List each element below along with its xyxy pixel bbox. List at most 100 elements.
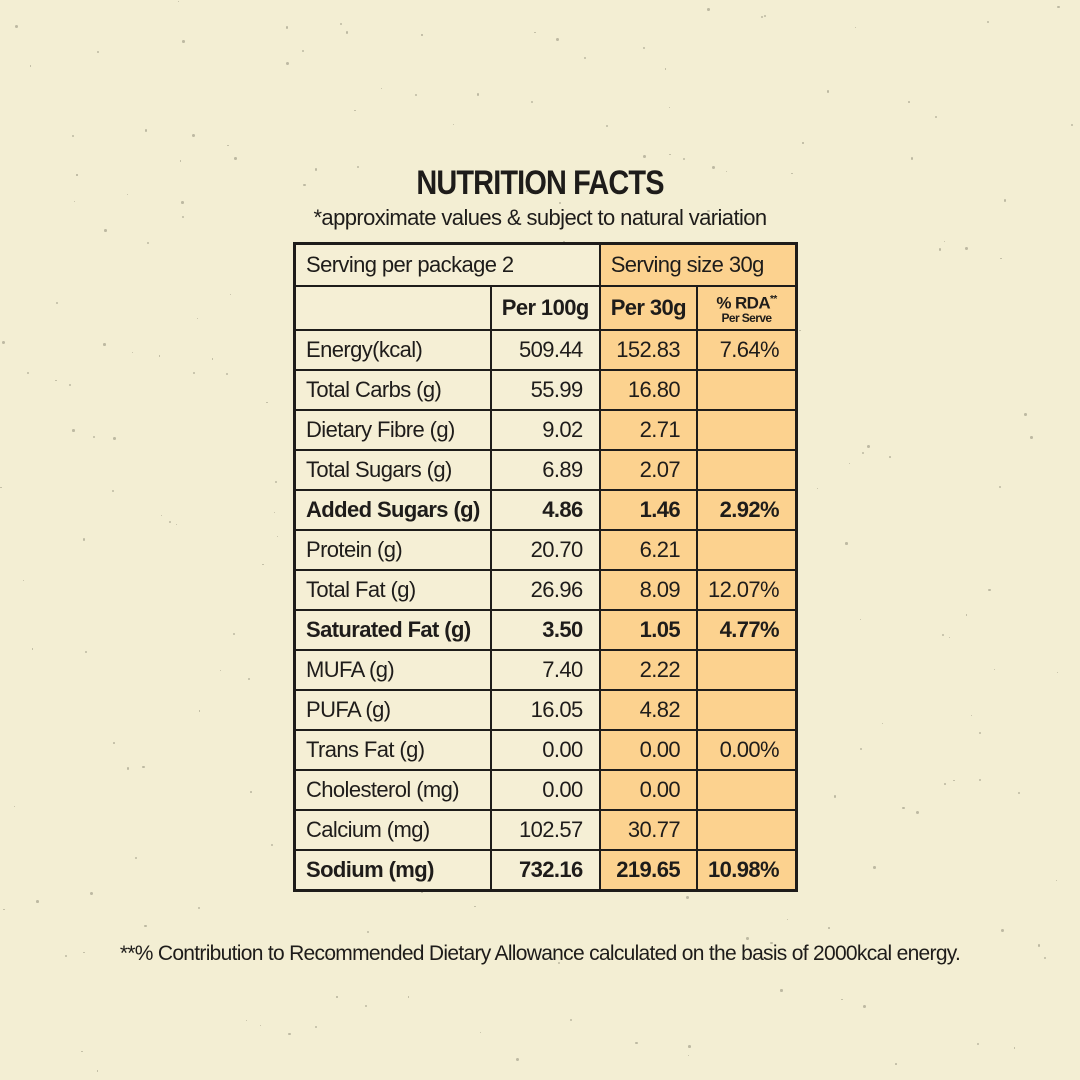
rda-value bbox=[695, 689, 798, 731]
texture-speck bbox=[192, 371, 196, 375]
texture-speck bbox=[13, 806, 16, 808]
texture-speck bbox=[380, 88, 383, 90]
texture-speck bbox=[302, 50, 304, 53]
nutrient-row: MUFA (g) 7.40 2.22 bbox=[293, 649, 798, 691]
texture-speck bbox=[452, 124, 454, 126]
texture-speck bbox=[160, 514, 163, 517]
texture-speck bbox=[364, 1004, 368, 1008]
nutrient-row: Energy(kcal) 509.44 152.83 7.64% bbox=[293, 329, 798, 371]
texture-speck bbox=[55, 379, 57, 382]
texture-speck bbox=[910, 157, 914, 160]
rda-value: 4.77% bbox=[695, 609, 798, 651]
texture-speck bbox=[534, 31, 536, 33]
per-100g-value: 26.96 bbox=[489, 569, 601, 611]
per-30g-value: 1.46 bbox=[598, 489, 698, 531]
texture-speck bbox=[84, 651, 87, 654]
per-100g-value: 0.00 bbox=[489, 729, 601, 771]
texture-speck bbox=[96, 1069, 99, 1072]
texture-speck bbox=[71, 134, 74, 137]
texture-speck bbox=[1057, 5, 1060, 8]
texture-speck bbox=[131, 351, 134, 354]
texture-speck bbox=[1018, 792, 1021, 795]
texture-speck bbox=[908, 101, 911, 104]
texture-speck bbox=[998, 485, 1001, 489]
texture-speck bbox=[182, 40, 185, 44]
texture-speck bbox=[340, 23, 343, 26]
texture-speck bbox=[250, 791, 252, 793]
texture-speck bbox=[421, 892, 423, 894]
texture-speck bbox=[146, 241, 150, 245]
texture-speck bbox=[555, 37, 559, 41]
texture-speck bbox=[15, 25, 19, 29]
texture-speck bbox=[978, 732, 981, 735]
header-rda: % RDA** Per Serve bbox=[695, 285, 798, 331]
rda-value: 2.92% bbox=[695, 489, 798, 531]
texture-speck bbox=[31, 648, 34, 650]
texture-speck bbox=[953, 779, 955, 782]
nutrient-row: Trans Fat (g) 0.00 0.00 0.00% bbox=[293, 729, 798, 771]
texture-speck bbox=[845, 542, 848, 545]
per-30g-value: 0.00 bbox=[598, 729, 698, 771]
texture-speck bbox=[683, 158, 686, 161]
texture-speck bbox=[558, 201, 562, 205]
texture-speck bbox=[198, 710, 201, 712]
texture-speck bbox=[144, 128, 148, 132]
texture-speck bbox=[126, 767, 130, 771]
serving-size: Serving size 30g bbox=[598, 242, 798, 287]
texture-speck bbox=[1055, 879, 1058, 882]
nutrient-row: Saturated Fat (g) 3.50 1.05 4.77% bbox=[293, 609, 798, 651]
rda-value: 12.07% bbox=[695, 569, 798, 611]
texture-speck bbox=[770, 941, 773, 945]
nutrient-row: Cholesterol (mg) 0.00 0.00 bbox=[293, 769, 798, 811]
texture-speck bbox=[127, 193, 129, 195]
serving-per-package: Serving per package 2 bbox=[293, 242, 601, 287]
subtitle: *approximate values & subject to natural… bbox=[313, 205, 767, 230]
rda-value bbox=[695, 769, 798, 811]
texture-speck bbox=[81, 1050, 84, 1053]
per-30g-value: 2.22 bbox=[598, 649, 698, 691]
texture-speck bbox=[135, 856, 138, 859]
rda-label: % RDA bbox=[716, 293, 771, 313]
texture-speck bbox=[113, 437, 117, 441]
texture-speck bbox=[977, 1042, 980, 1045]
texture-speck bbox=[1000, 257, 1002, 259]
texture-speck bbox=[1044, 956, 1047, 959]
nutrient-label: Energy(kcal) bbox=[293, 329, 492, 371]
texture-speck bbox=[36, 899, 40, 903]
texture-speck bbox=[83, 951, 86, 954]
texture-speck bbox=[516, 1057, 520, 1061]
texture-speck bbox=[862, 1004, 866, 1008]
texture-speck bbox=[103, 343, 106, 346]
texture-speck bbox=[29, 65, 32, 68]
texture-speck bbox=[685, 895, 689, 899]
page-title: NUTRITION FACTS bbox=[416, 164, 664, 202]
nutrient-label: Total Carbs (g) bbox=[293, 369, 492, 411]
texture-speck bbox=[866, 445, 870, 448]
texture-speck bbox=[285, 62, 289, 66]
texture-speck bbox=[181, 201, 184, 204]
texture-speck bbox=[859, 747, 863, 751]
texture-speck bbox=[259, 1024, 262, 1027]
texture-speck bbox=[56, 301, 59, 304]
texture-speck bbox=[669, 107, 671, 109]
texture-speck bbox=[479, 1032, 481, 1034]
per-100g-value: 732.16 bbox=[489, 849, 601, 892]
texture-speck bbox=[26, 371, 30, 375]
texture-speck bbox=[158, 355, 161, 357]
per-30g-value: 8.09 bbox=[598, 569, 698, 611]
per-100g-value: 509.44 bbox=[489, 329, 601, 371]
texture-speck bbox=[859, 618, 861, 621]
header-blank bbox=[293, 285, 492, 331]
texture-speck bbox=[949, 636, 951, 638]
rda-value: 0.00% bbox=[695, 729, 798, 771]
texture-speck bbox=[1070, 123, 1074, 127]
texture-speck bbox=[262, 563, 264, 566]
texture-speck bbox=[182, 216, 185, 219]
texture-speck bbox=[288, 1032, 291, 1036]
texture-speck bbox=[197, 318, 199, 320]
texture-speck bbox=[849, 463, 851, 465]
texture-speck bbox=[64, 954, 67, 957]
per-100g-value: 9.02 bbox=[489, 409, 601, 451]
texture-speck bbox=[799, 329, 801, 332]
rda-sub: Per Serve bbox=[721, 310, 773, 325]
